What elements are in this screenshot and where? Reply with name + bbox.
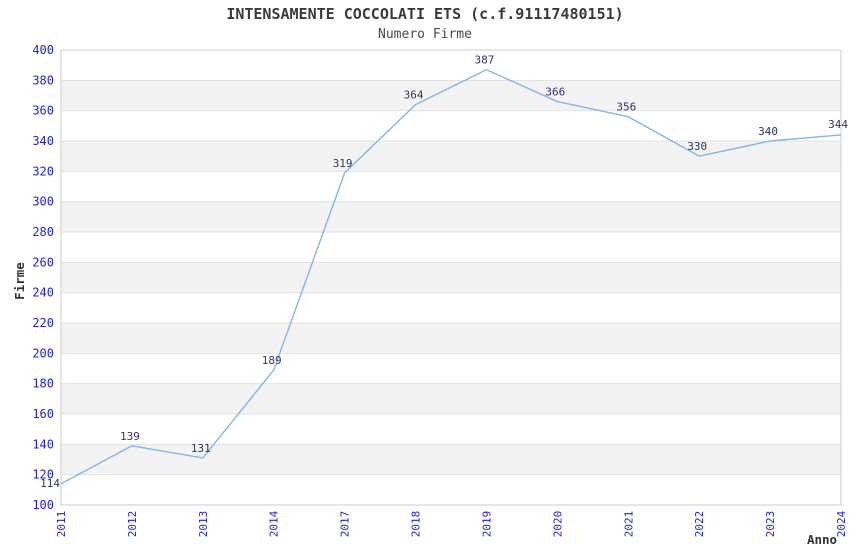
y-tick-label: 380 — [32, 73, 54, 87]
data-point-label: 366 — [545, 86, 565, 99]
chart-subtitle: Numero Firme — [378, 27, 472, 42]
y-tick-label: 320 — [32, 164, 54, 178]
x-tick-label: 2019 — [480, 511, 493, 537]
data-point-label: 114 — [40, 477, 60, 490]
plot-band — [61, 141, 841, 172]
x-tick-label: 2023 — [764, 511, 777, 538]
data-series — [60, 69, 842, 485]
data-point-label: 356 — [616, 101, 636, 114]
data-point-label: 340 — [758, 125, 778, 138]
y-tick-label: 400 — [32, 43, 54, 57]
x-axis-title: Anno — [807, 532, 837, 547]
plot-band — [61, 444, 841, 475]
y-tick-label: 360 — [32, 104, 54, 118]
y-tick-label: 140 — [32, 437, 54, 451]
y-axis-tick-labels: 100 120 140 160 180 200 220 240 260 280 300 320 340 3… — [32, 43, 54, 512]
x-tick-label: 2011 — [55, 511, 68, 538]
data-point-label: 139 — [120, 430, 140, 443]
x-tick-label: 2022 — [693, 511, 706, 538]
x-tick-label: 2013 — [197, 511, 210, 538]
plot-band — [61, 262, 841, 293]
plot-band — [61, 323, 841, 354]
data-point-label: 189 — [262, 354, 282, 367]
horizontal-gridlines — [61, 49, 841, 506]
plot-border — [60, 49, 842, 506]
plot-background-bands — [61, 80, 841, 475]
data-line — [60, 69, 842, 485]
y-tick-label: 200 — [32, 346, 54, 360]
x-tick-label: 2020 — [551, 511, 564, 538]
data-point-label: 344 — [828, 118, 848, 131]
plot-band — [61, 383, 841, 414]
y-tick-label: 100 — [32, 498, 54, 512]
plot-band — [61, 80, 841, 111]
x-tick-label: 2012 — [126, 511, 139, 538]
y-tick-label: 280 — [32, 225, 54, 239]
data-point-label: 319 — [333, 157, 353, 170]
data-point-label: 330 — [687, 140, 707, 153]
x-tick-label: 2014 — [268, 510, 281, 537]
y-tick-label: 180 — [32, 377, 54, 391]
x-tick-label: 2021 — [622, 511, 635, 538]
y-tick-label: 300 — [32, 195, 54, 209]
plot-band — [61, 201, 841, 232]
y-axis-title: Firme — [12, 262, 27, 300]
x-tick-label: 2018 — [410, 511, 423, 538]
y-tick-label: 340 — [32, 134, 54, 148]
data-point-label: 387 — [475, 54, 495, 67]
chart-title: INTENSAMENTE COCCOLATI ETS (c.f.91117480… — [226, 5, 624, 23]
y-tick-label: 220 — [32, 316, 54, 330]
x-tick-label: 2017 — [339, 511, 352, 538]
x-axis-tick-labels: 2011 2012 2013 2014 2017 2018 2019 2020 2021 2022… — [55, 510, 848, 537]
y-tick-label: 260 — [32, 255, 54, 269]
y-tick-label: 240 — [32, 286, 54, 300]
y-tick-label: 160 — [32, 407, 54, 421]
data-point-labels: 114 139 131 189 319 364 387 366 356 330 340 344 — [40, 54, 848, 490]
data-point-label: 364 — [404, 89, 424, 102]
x-tick-label: 2024 — [835, 510, 848, 537]
y-tick-label: 120 — [32, 468, 54, 482]
data-point-label: 131 — [191, 442, 211, 455]
